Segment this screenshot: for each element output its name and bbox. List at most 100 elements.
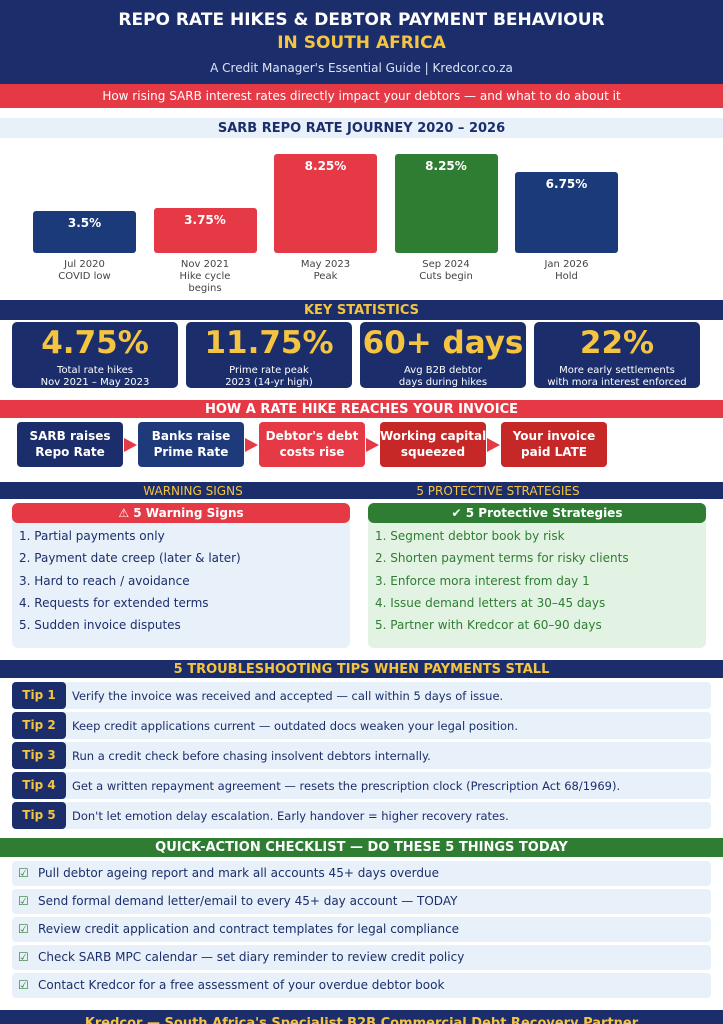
tip-row: Tip 5 Don't let emotion delay escalation.… xyxy=(12,802,711,829)
panel-item: 4. Requests for extended terms xyxy=(19,595,209,610)
value-label: 6.75% xyxy=(545,177,588,191)
banner: How rising SARB interest rates directly … xyxy=(0,84,723,108)
chart-title: SARB REPO RATE JOURNEY 2020 – 2026 xyxy=(0,118,723,138)
tip-text: Get a written repayment agreement — rese… xyxy=(72,779,621,793)
stat-caption: More early settlements xyxy=(559,365,675,376)
tip-row: Tip 4 Get a written repayment agreement —… xyxy=(12,772,711,799)
flow-text: Repo Rate xyxy=(35,445,105,459)
checklist-text: Pull debtor ageing report and mark all a… xyxy=(38,866,439,880)
flow: SARB raises Repo Rate Banks raise Prime Rat… xyxy=(0,422,723,468)
bar xyxy=(515,172,618,253)
panel-item: 1. Partial payments only xyxy=(19,529,165,543)
checklist-text: Check SARB MPC calendar — set diary remi… xyxy=(38,950,465,964)
checklist-row: ☑ Pull debtor ageing report and mark all … xyxy=(12,861,711,886)
checklist-row: ☑ Check SARB MPC calendar — set diary rem… xyxy=(12,945,711,970)
footer: Kredcor — South Africa's Specialist B2B … xyxy=(0,1010,723,1024)
tip-row: Tip 3 Run a credit check before chasing i… xyxy=(12,742,711,769)
flow-text: Banks raise xyxy=(151,429,231,443)
flow-arrow xyxy=(487,438,500,452)
section-heading: HOW A RATE HIKE REACHES YOUR INVOICE xyxy=(0,400,723,418)
flow-text: SARB raises xyxy=(29,429,111,443)
panel-item: 2. Payment date creep (later & later) xyxy=(19,551,241,566)
tip-text: Don't let emotion delay escalation. Earl… xyxy=(72,809,509,823)
category-note: Hold xyxy=(555,271,578,282)
strategies-panel: ✔ 5 Protective Strategies 1. Segment debt… xyxy=(368,503,706,648)
flow-text: Your invoice xyxy=(512,429,596,443)
columns-heading: WARNING SIGNS 5 PROTECTIVE STRATEGIES xyxy=(0,482,723,499)
category-note: Cuts begin xyxy=(419,271,473,282)
checklist-text: Send formal demand letter/email to every… xyxy=(38,894,458,908)
flow-step: Working capital squeezed xyxy=(380,422,486,467)
category-label: May 2023 xyxy=(300,259,351,270)
stat-value: 60+ days xyxy=(362,325,524,361)
category-label: Sep 2024 xyxy=(422,259,470,270)
flow-arrow xyxy=(366,438,379,452)
bar xyxy=(33,211,136,253)
stat-card: 11.75% Prime rate peak 2023 (14-yr high) xyxy=(186,322,352,388)
panel-item: 5. Sudden invoice disputes xyxy=(19,618,181,633)
tip-tag: Tip 3 xyxy=(12,742,66,769)
stat-card: 60+ days Avg B2B debtor days during hikes xyxy=(360,322,526,388)
panel-item: 1. Segment debtor book by risk xyxy=(375,529,565,543)
category-label: Nov 2021 xyxy=(180,259,230,270)
header: REPO RATE HIKES & DEBTOR PAYMENT BEHAVIO… xyxy=(0,0,723,84)
check-icon: ☑ xyxy=(18,978,29,992)
flow-step: SARB raises Repo Rate xyxy=(17,422,123,467)
tip-row: Tip 2 Keep credit applications current — … xyxy=(12,712,711,739)
checklist: ☑ Pull debtor ageing report and mark all … xyxy=(0,861,723,1001)
flow-text: squeezed xyxy=(400,445,466,459)
stat-caption: Avg B2B debtor xyxy=(404,365,482,376)
stats-row: 4.75% Total rate hikes Nov 2021 – May 2023… xyxy=(0,322,723,390)
stat-caption: days during hikes xyxy=(398,377,488,388)
bar xyxy=(394,154,498,253)
tip-row: Tip 1 Verify the invoice was received and… xyxy=(12,682,711,709)
flow-text: Prime Rate xyxy=(153,445,229,459)
bar xyxy=(153,208,257,253)
title: REPO RATE HIKES & DEBTOR PAYMENT BEHAVIO… xyxy=(118,10,605,30)
flow-text: Working capital xyxy=(380,429,487,443)
column-heading: WARNING SIGNS xyxy=(143,484,243,498)
warning-panel: ⚠ 5 Warning Signs 1. Partial payments onl… xyxy=(12,503,350,648)
flow-step: Debtor's debt costs rise xyxy=(259,422,365,467)
stat-card: 22% More early settlements with mora inter… xyxy=(534,322,700,388)
flow-step: Banks raise Prime Rate xyxy=(138,422,244,467)
panel-item: 4. Issue demand letters at 30–45 days xyxy=(375,595,606,610)
value-label: 3.5% xyxy=(67,216,102,230)
stat-value: 11.75% xyxy=(204,325,334,361)
flow-text: costs rise xyxy=(279,445,345,459)
category-note: Hike cycle begins xyxy=(179,271,231,294)
check-icon: ☑ xyxy=(18,866,29,880)
flow-step: Your invoice paid LATE xyxy=(501,422,607,467)
tip-tag: Tip 4 xyxy=(12,772,66,799)
tip-tag: Tip 1 xyxy=(12,682,66,709)
category-note: Peak xyxy=(313,271,338,282)
checklist-row: ☑ Contact Kredcor for a free assessment o… xyxy=(12,973,711,998)
section-heading: QUICK-ACTION CHECKLIST — DO THESE 5 THIN… xyxy=(0,838,723,857)
footer-text: Kredcor — South Africa's Specialist B2B … xyxy=(84,1016,639,1024)
panel-item: 3. Enforce mora interest from day 1 xyxy=(375,573,590,588)
checklist-row: ☑ Review credit application and contract … xyxy=(12,917,711,942)
stat-caption: 2023 (14-yr high) xyxy=(225,377,313,388)
bar xyxy=(274,154,377,253)
stat-caption: Prime rate peak xyxy=(229,365,309,376)
category-label: Jul 2020 xyxy=(64,259,105,270)
title-line2: IN SOUTH AFRICA xyxy=(277,33,446,53)
panel-header: ⚠ 5 Warning Signs xyxy=(12,503,350,523)
panel-item: 3. Hard to reach / avoidance xyxy=(19,573,190,588)
panel-item: 2. Shorten payment terms for risky clien… xyxy=(375,551,629,566)
flow-text: paid LATE xyxy=(521,445,587,459)
check-icon: ☑ xyxy=(18,894,29,908)
checklist-text: Contact Kredcor for a free assessment of… xyxy=(38,978,445,992)
subtitle: A Credit Manager's Essential Guide | Kre… xyxy=(210,61,513,75)
stat-caption: Total rate hikes xyxy=(57,365,133,376)
category-label: Jan 2026 xyxy=(544,259,589,270)
value-label: 8.25% xyxy=(304,159,347,173)
value-label: 8.25% xyxy=(425,159,467,173)
rate-chart: 3.5% Jul 2020 COVID low 3.75% Nov 2021 Hike c… xyxy=(0,138,723,300)
tip-tag: Tip 5 xyxy=(12,802,66,829)
stat-card: 4.75% Total rate hikes Nov 2021 – May 2023 xyxy=(12,322,178,388)
tip-tag: Tip 2 xyxy=(12,712,66,739)
category-note: COVID low xyxy=(58,271,111,282)
tip-text: Run a credit check before chasing insolv… xyxy=(72,749,431,763)
